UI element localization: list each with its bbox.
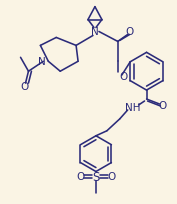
Text: O: O bbox=[120, 72, 128, 82]
Text: N: N bbox=[91, 27, 99, 37]
Text: O: O bbox=[108, 172, 116, 182]
Text: O: O bbox=[158, 101, 167, 110]
Text: O: O bbox=[125, 27, 134, 37]
Text: S: S bbox=[92, 170, 100, 183]
Text: N: N bbox=[38, 57, 46, 67]
Text: O: O bbox=[20, 82, 29, 92]
Text: NH: NH bbox=[125, 102, 140, 112]
Text: O: O bbox=[76, 172, 84, 182]
